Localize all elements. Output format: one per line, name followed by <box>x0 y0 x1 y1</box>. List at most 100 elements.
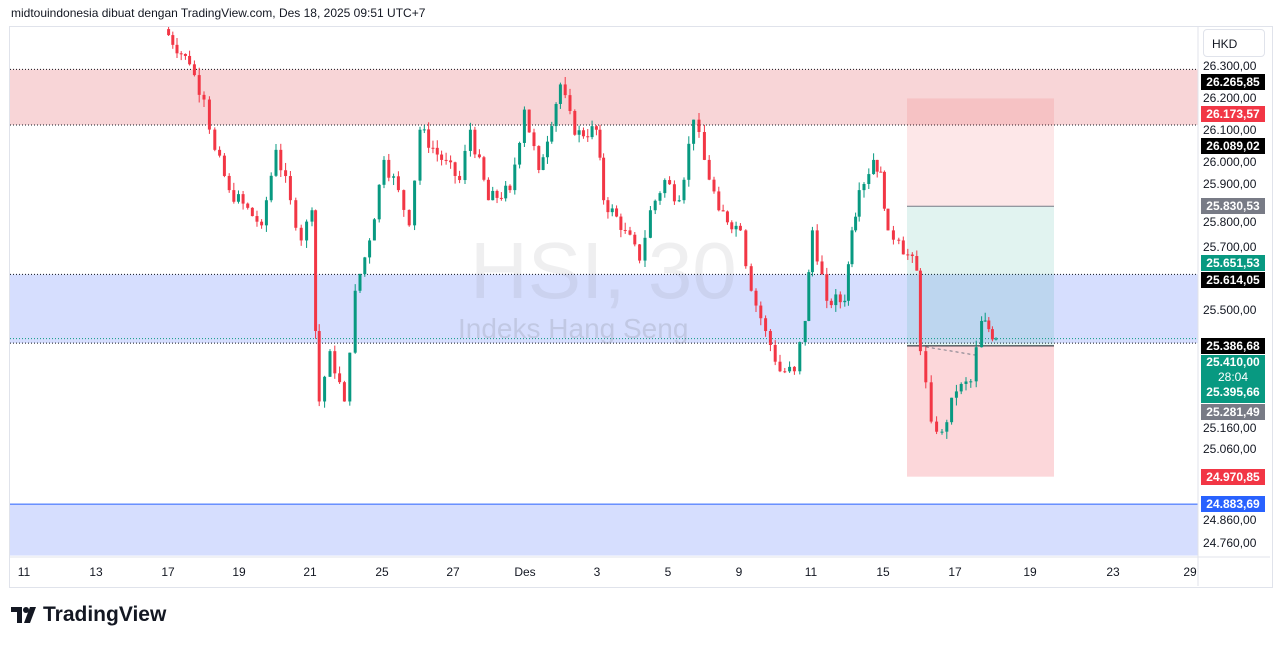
candle-body <box>527 109 531 133</box>
price-tag-red: 24.970,85 <box>1201 468 1265 485</box>
candle-body <box>453 162 457 176</box>
price-tick: 26.300,00 <box>1203 59 1257 73</box>
candle-body <box>413 180 417 226</box>
candle-body <box>328 351 332 377</box>
candle-body <box>672 184 676 202</box>
candle-body <box>633 234 637 245</box>
candle-body <box>730 222 734 230</box>
candle-body <box>449 160 453 163</box>
candle-body <box>940 431 944 433</box>
candle-body <box>495 190 499 198</box>
last-price-tag: 25.410,00 28:04 25.395,66 <box>1201 354 1265 403</box>
candle-body <box>810 230 814 273</box>
candle-body <box>508 185 512 191</box>
candle-body <box>396 176 400 191</box>
candle-body <box>807 272 811 321</box>
candle-body <box>284 170 288 177</box>
tradingview-logo[interactable]: TradingView <box>11 603 166 627</box>
candle-body <box>950 397 954 423</box>
candle-body <box>274 149 278 176</box>
candle-body <box>348 352 352 402</box>
time-tick: 21 <box>303 565 317 579</box>
candle-body <box>697 119 701 133</box>
candle-body <box>444 159 448 161</box>
candle-body <box>550 126 554 142</box>
candle-body <box>712 179 716 192</box>
candle-body <box>468 129 472 151</box>
time-tick: 27 <box>446 565 460 579</box>
candle-body <box>554 103 558 127</box>
candle-body <box>721 210 725 212</box>
candle-body <box>862 184 866 191</box>
candle-body <box>486 179 490 201</box>
price-tick: 25.900,00 <box>1203 177 1257 192</box>
candle-body <box>167 29 171 36</box>
candle-body <box>820 261 824 275</box>
candle-body <box>707 159 711 180</box>
candle-body <box>906 254 910 256</box>
candle-body <box>288 176 292 201</box>
time-tick: 9 <box>735 565 743 579</box>
price-tick: 24.860,00 <box>1203 513 1257 528</box>
candle-body <box>964 381 968 384</box>
candle-body <box>886 208 890 231</box>
candle-body <box>798 342 802 372</box>
chart-frame[interactable] <box>9 26 1273 588</box>
candle-body <box>255 216 259 222</box>
price-tick: 26.000,00 <box>1203 155 1257 169</box>
currency-button[interactable]: HKD <box>1203 29 1265 57</box>
candle-body <box>850 230 854 265</box>
candle-body <box>477 154 481 158</box>
candle-body <box>175 44 179 54</box>
candle-body <box>682 179 686 201</box>
candle-body <box>764 318 768 332</box>
candle-body <box>314 210 318 332</box>
candle-body <box>980 320 984 348</box>
price-tag-blue: 24.883,69 <box>1201 496 1265 513</box>
candle-body <box>749 266 753 291</box>
candle-body <box>857 190 861 217</box>
time-tick: 29 <box>1183 565 1197 579</box>
price-tick: 25.060,00 <box>1203 441 1257 456</box>
price-tag-black: 25.386,68 <box>1201 337 1265 354</box>
candle-body <box>323 376 327 402</box>
candle-body <box>577 130 581 135</box>
candle-body <box>372 219 376 241</box>
candle-body <box>202 94 206 100</box>
candle-body <box>563 84 567 96</box>
time-tick: 5 <box>664 565 672 579</box>
candle-body <box>872 159 876 175</box>
tradingview-logo-icon <box>11 607 36 623</box>
candle-body <box>987 320 991 330</box>
candle-body <box>518 142 522 165</box>
candle-body <box>945 422 949 432</box>
time-tick: 3 <box>593 565 601 579</box>
time-tick: 13 <box>89 565 103 579</box>
candle-body <box>179 53 183 55</box>
candle-body <box>473 129 477 155</box>
candle-body <box>974 347 978 382</box>
candle-body <box>788 366 792 372</box>
time-tick: 15 <box>876 565 890 579</box>
candle-body <box>422 129 426 131</box>
candle-body <box>653 200 657 211</box>
price-tag-gray: 25.830,53 <box>1201 198 1265 215</box>
candle-body <box>825 274 829 301</box>
candle-body <box>568 95 572 111</box>
candle-body <box>610 208 614 213</box>
zone-support <box>10 504 1198 556</box>
candle-body <box>717 191 721 211</box>
candle-body <box>342 382 346 402</box>
candle-body <box>418 129 422 181</box>
candle-body <box>532 132 536 147</box>
last-price-2: 25.395,66 <box>1206 384 1260 399</box>
candle-body <box>427 129 431 148</box>
price-tick: 26.100,00 <box>1203 123 1257 137</box>
candle-body <box>901 240 905 255</box>
candle-body <box>829 300 833 306</box>
candle-body <box>738 225 742 231</box>
price-tag-black: 26.089,02 <box>1201 138 1265 154</box>
candle-body <box>623 229 627 231</box>
candle-body <box>213 129 217 150</box>
